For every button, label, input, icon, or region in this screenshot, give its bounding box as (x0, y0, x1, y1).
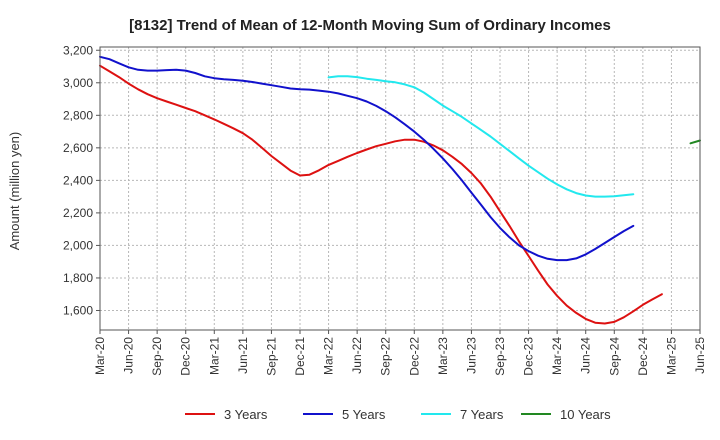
x-tick-label: Sep-23 (493, 337, 507, 376)
y-tick-label: 2,600 (63, 141, 93, 155)
x-tick-label: Mar-22 (322, 337, 336, 375)
y-tick-layer: 1,600 1,800 2,000 2,200 2,400 2,600 2,800 3,000… (63, 43, 100, 317)
legend-label: 3 Years (224, 407, 268, 422)
series-line-10-years (689, 139, 701, 145)
x-tick-label: Dec-22 (407, 337, 421, 376)
chart-title: [8132] Trend of Mean of 12-Month Moving … (129, 17, 611, 34)
x-tick-label: Jun-23 (464, 337, 478, 374)
x-tick-label: Dec-23 (522, 337, 536, 376)
y-tick-label: 2,400 (63, 173, 93, 187)
x-tick-label: Mar-25 (664, 337, 678, 375)
x-tick-label: Mar-23 (436, 337, 450, 375)
x-tick-label: Mar-21 (207, 337, 221, 375)
x-tick-label: Dec-24 (636, 337, 650, 376)
legend-label: 5 Years (342, 407, 386, 422)
y-tick-label: 1,600 (63, 303, 93, 317)
x-tick-label: Mar-20 (93, 337, 107, 375)
series-layer (99, 55, 701, 325)
legend: 3 Years 5 Years 7 Years 10 Years (185, 407, 611, 422)
x-tick-label: Dec-21 (293, 337, 307, 376)
series-line-5-years (99, 55, 635, 262)
x-tick-label: Jun-25 (693, 337, 707, 374)
x-tick-layer: Mar-20 Jun-20 Sep-20 Dec-20 Mar-21 Jun-21 Sep-… (93, 330, 707, 376)
x-tick-label: Sep-24 (607, 337, 621, 376)
y-tick-label: 2,000 (63, 238, 93, 252)
y-tick-label: 3,200 (63, 43, 93, 57)
legend-label: 7 Years (460, 407, 504, 422)
x-tick-label: Sep-22 (379, 337, 393, 376)
y-axis-label: Amount (million yen) (7, 132, 22, 251)
x-tick-label: Jun-22 (350, 337, 364, 374)
y-tick-label: 2,800 (63, 108, 93, 122)
x-tick-label: Sep-21 (264, 337, 278, 376)
plot-frame (99, 46, 701, 331)
legend-label: 10 Years (560, 407, 611, 422)
y-tick-label: 1,800 (63, 271, 93, 285)
x-tick-label: Jun-24 (579, 337, 593, 374)
x-tick-label: Jun-20 (122, 337, 136, 374)
x-tick-label: Sep-20 (150, 337, 164, 376)
series-line-7-years (327, 75, 635, 198)
x-tick-label: Jun-21 (236, 337, 250, 374)
x-tick-label: Dec-20 (179, 337, 193, 376)
grid-layer (99, 47, 701, 330)
y-tick-label: 3,000 (63, 76, 93, 90)
x-tick-label: Mar-24 (550, 337, 564, 375)
series-line-3-years (99, 64, 663, 325)
y-tick-label: 2,200 (63, 206, 93, 220)
